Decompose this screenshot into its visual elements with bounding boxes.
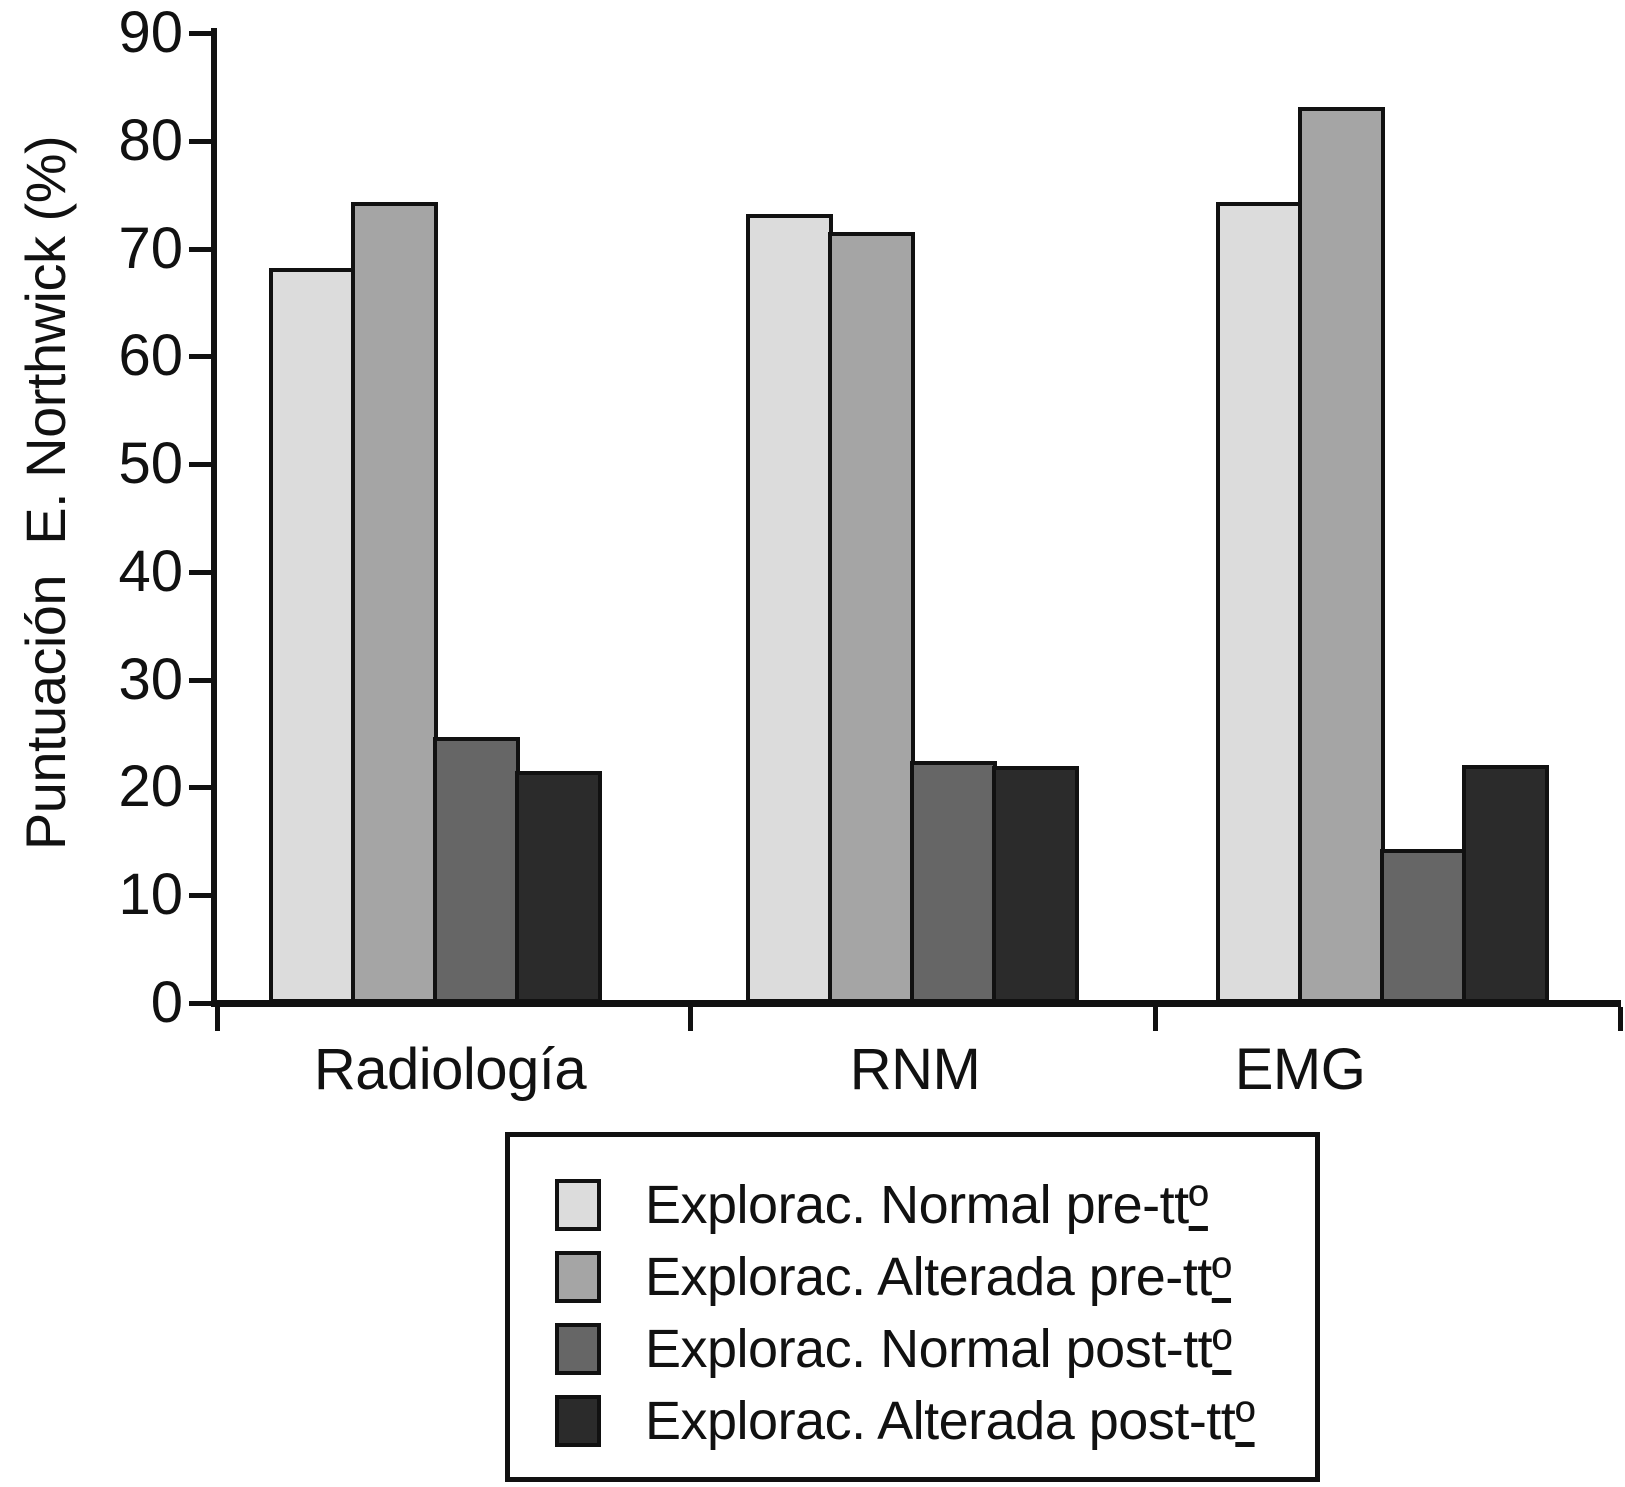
- legend-swatch: [555, 1323, 601, 1375]
- y-tick: [189, 31, 211, 36]
- legend-label: Explorac. Normal post-ttº: [645, 1319, 1232, 1379]
- legend-swatch: [555, 1395, 601, 1447]
- legend-item: Explorac. Normal post-ttº: [510, 1317, 1315, 1381]
- bar-EMG-s3: [1462, 764, 1549, 1003]
- y-tick: [189, 569, 211, 575]
- x-axis-line: [211, 1000, 1621, 1007]
- y-tick-label: 90: [118, 0, 183, 65]
- y-tick: [189, 785, 211, 791]
- y-tick: [189, 893, 211, 899]
- x-tick: [688, 1007, 693, 1031]
- y-tick-label: 70: [118, 215, 183, 281]
- x-category-label: Radiología: [313, 1037, 587, 1102]
- y-tick: [189, 138, 211, 144]
- bar-EMG-s1: [1298, 107, 1385, 1003]
- bar-Radiología-s1: [351, 202, 438, 1003]
- y-tick-label: 80: [118, 107, 183, 173]
- y-tick-label: 20: [118, 754, 183, 820]
- legend-item: Explorac. Normal pre-ttº: [510, 1173, 1315, 1237]
- bar-RNM-s2: [910, 760, 997, 1003]
- x-tick: [1618, 1007, 1623, 1031]
- legend-item: Explorac. Alterada post-ttº: [510, 1389, 1315, 1453]
- legend-label: Explorac. Normal pre-ttº: [645, 1175, 1208, 1235]
- bar-EMG-s2: [1380, 848, 1467, 1003]
- legend-swatch: [555, 1251, 601, 1303]
- y-tick-label: 50: [118, 431, 183, 497]
- bar-RNM-s1: [828, 232, 915, 1003]
- y-tick-label: 60: [118, 323, 183, 389]
- legend-item: Explorac. Alterada pre-ttº: [510, 1245, 1315, 1309]
- y-tick: [189, 354, 211, 360]
- y-tick: [189, 677, 211, 683]
- bar-RNM-s3: [992, 765, 1079, 1003]
- bar-Radiología-s3: [515, 771, 602, 1003]
- x-tick: [215, 1007, 220, 1031]
- y-tick: [189, 1001, 211, 1006]
- legend-label: Explorac. Alterada pre-ttº: [645, 1247, 1232, 1307]
- x-category-label: EMG: [1234, 1037, 1366, 1102]
- bar-Radiología-s0: [269, 267, 356, 1003]
- legend-swatch: [555, 1179, 601, 1231]
- legend: Explorac. Normal pre-ttº Explorac. Altera…: [505, 1132, 1320, 1482]
- y-tick: [189, 462, 211, 468]
- bar-EMG-s0: [1216, 202, 1303, 1003]
- bar-RNM-s0: [746, 214, 833, 1003]
- y-tick-label: 10: [118, 862, 183, 928]
- y-axis-line: [211, 28, 217, 1007]
- x-tick: [1153, 1007, 1158, 1031]
- x-category-label: RNM: [849, 1037, 981, 1102]
- y-tick-label: 40: [118, 538, 183, 604]
- y-tick: [189, 246, 211, 252]
- legend-label: Explorac. Alterada post-ttº: [645, 1391, 1255, 1451]
- bar-Radiología-s2: [433, 736, 520, 1003]
- y-tick-label: 30: [118, 646, 183, 712]
- y-tick-label: 0: [150, 970, 183, 1035]
